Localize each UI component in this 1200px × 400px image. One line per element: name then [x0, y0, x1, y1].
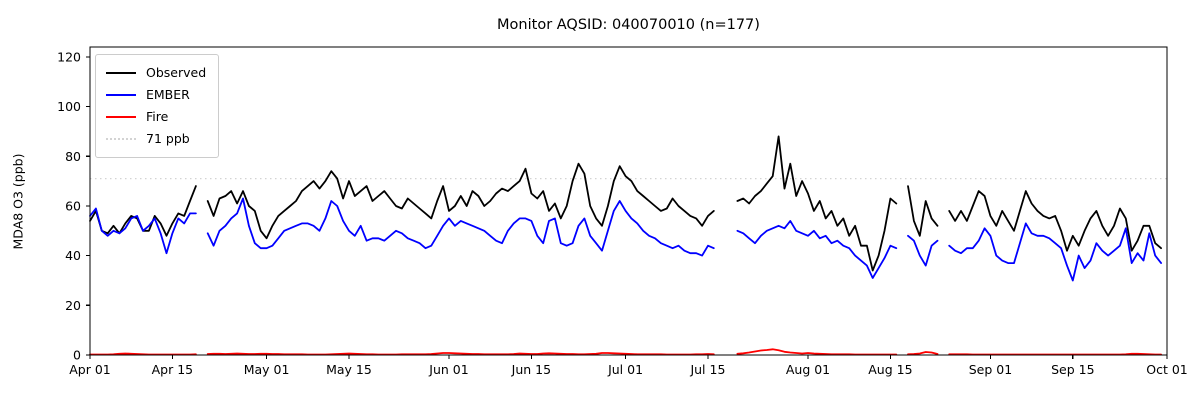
- series-line-observed: [89, 135, 1162, 272]
- legend-label: 71 ppb: [146, 130, 190, 146]
- legend-line-sample: [106, 72, 136, 74]
- y-tick-label: 0: [73, 348, 81, 363]
- x-tick-label: Apr 01: [69, 362, 111, 377]
- x-tick-label: May 15: [326, 362, 372, 377]
- series-line-ember: [89, 197, 1162, 282]
- legend-line-sample: [106, 116, 136, 118]
- x-tick-label: Jun 01: [428, 362, 468, 377]
- y-tick-label: 20: [65, 298, 81, 313]
- x-tick-label: Oct 01: [1146, 362, 1188, 377]
- legend-label: EMBER: [146, 86, 190, 102]
- legend: Observed EMBER Fire 71 ppb: [95, 54, 220, 158]
- x-tick-label: Jul 01: [607, 362, 643, 377]
- y-tick-label: 100: [57, 99, 81, 114]
- x-tick-label: Sep 01: [969, 362, 1012, 377]
- legend-item-71-ppb: 71 ppb: [106, 128, 206, 150]
- legend-label: Fire: [146, 108, 169, 124]
- series-line-fire: [89, 348, 1162, 356]
- legend-label: Observed: [146, 64, 207, 80]
- x-tick-label: Jul 15: [689, 362, 725, 377]
- x-tick-label: Aug 15: [868, 362, 912, 377]
- legend-line-sample: [106, 94, 136, 96]
- x-tick-label: Sep 15: [1051, 362, 1094, 377]
- y-tick-label: 40: [65, 248, 81, 263]
- legend-item-fire: Fire: [106, 106, 206, 128]
- legend-line-sample: [106, 138, 136, 140]
- x-tick-label: May 01: [244, 362, 290, 377]
- y-tick-label: 60: [65, 198, 81, 213]
- x-tick-label: Jun 15: [511, 362, 551, 377]
- plot-border: [89, 46, 1168, 356]
- y-tick-label: 120: [57, 49, 81, 64]
- x-tick-label: Apr 15: [152, 362, 194, 377]
- y-tick-label: 80: [65, 149, 81, 164]
- chart-title: Monitor AQSID: 040070010 (n=177): [497, 17, 760, 33]
- legend-item-ember: EMBER: [106, 84, 206, 106]
- legend-item-observed: Observed: [106, 62, 206, 84]
- x-tick-label: Aug 01: [786, 362, 830, 377]
